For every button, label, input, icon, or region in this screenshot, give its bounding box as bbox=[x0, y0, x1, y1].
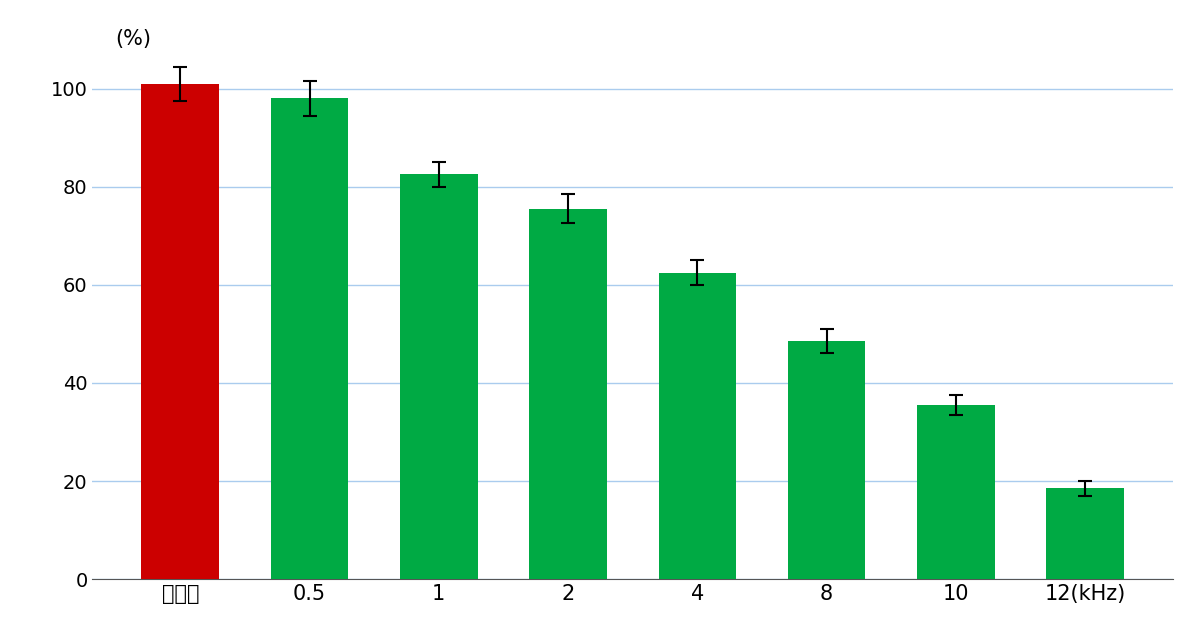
Bar bbox=[1047, 488, 1124, 579]
Bar bbox=[400, 175, 478, 579]
Bar bbox=[530, 209, 607, 579]
Bar bbox=[788, 341, 865, 579]
Bar bbox=[658, 272, 737, 579]
Text: (%): (%) bbox=[115, 29, 152, 50]
Bar bbox=[141, 84, 219, 579]
Bar bbox=[917, 405, 994, 579]
Bar bbox=[271, 98, 348, 579]
